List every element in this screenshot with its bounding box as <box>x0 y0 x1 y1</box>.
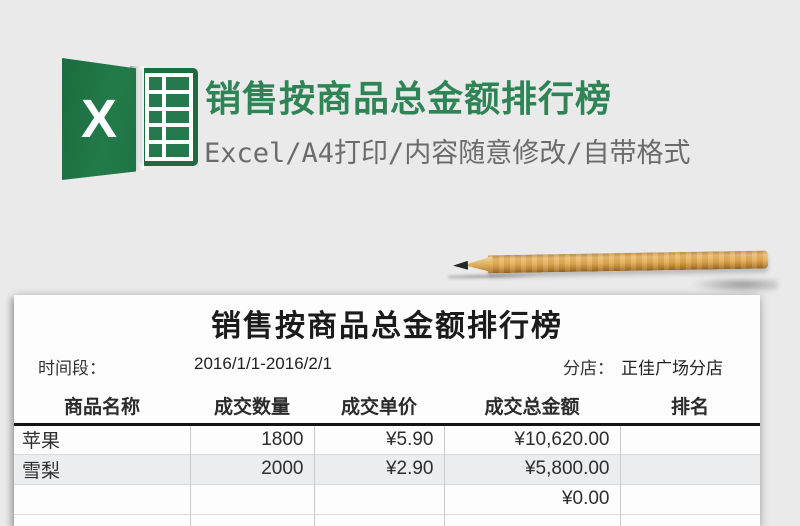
excel-logo-icon: X <box>62 56 202 182</box>
pencil-shadow <box>690 279 778 293</box>
cell-total: ¥0.00 <box>443 483 620 514</box>
pencil-image <box>448 247 769 281</box>
spreadsheet-preview: 销售按商品总金额排行榜 时间段： 2016/1/1-2016/2/1 分店： 正佳… <box>14 295 760 526</box>
sheet-meta-row: 时间段： 2016/1/1-2016/2/1 分店： 正佳广场分店 <box>14 354 760 379</box>
header-quantity: 成交数量 <box>190 388 314 426</box>
sheet-title: 销售按商品总金额排行榜 <box>211 310 563 343</box>
cell-rank <box>619 483 760 514</box>
period-label: 时间段： <box>38 359 106 378</box>
cell-quantity: 1800 <box>189 424 314 454</box>
cell-unit-price <box>313 483 444 514</box>
header-product: 商品名称 <box>14 388 190 426</box>
excel-x-pane: X <box>62 58 136 180</box>
cell-unit-price: ¥5.90 <box>313 424 444 454</box>
table-row: 苹果 1800 ¥5.90 ¥10,620.00 <box>14 424 760 454</box>
cell-rank <box>619 513 760 526</box>
cell-total <box>443 513 620 526</box>
cell-total: ¥5,800.00 <box>443 453 620 484</box>
banner-title: 销售按商品总金额排行榜 <box>205 78 613 119</box>
cell-product: 苹果 <box>22 431 61 452</box>
header-rank: 排名 <box>620 388 760 426</box>
rank-table: 商品名称 成交数量 成交单价 成交总金额 排名 苹果 1800 ¥5.90 ¥1… <box>14 388 760 526</box>
rank-table-wrap: 商品名称 成交数量 成交单价 成交总金额 排名 苹果 1800 ¥5.90 ¥1… <box>14 388 760 526</box>
header-unit-price: 成交单价 <box>314 388 444 426</box>
banner-subtitle: Excel/A4打印/内容随意修改/自带格式 <box>204 138 691 169</box>
store-value: 正佳广场分店 <box>621 359 723 378</box>
cell-rank <box>619 453 760 484</box>
pencil-body <box>487 250 769 274</box>
cell-product: 雪梨 <box>14 453 190 484</box>
cell-total: ¥10,620.00 <box>443 424 620 454</box>
spreadsheet-grid-icon <box>140 68 198 166</box>
cell-unit-price: ¥2.90 <box>313 453 444 484</box>
pencil-graphite-tip <box>453 261 468 270</box>
cell-product <box>14 483 190 514</box>
table-row: 雪梨 2000 ¥2.90 ¥5,800.00 <box>14 453 760 484</box>
cell-quantity <box>189 513 314 526</box>
table-row <box>14 513 760 526</box>
cell-product <box>14 513 190 526</box>
pencil-wood-cone <box>464 256 492 272</box>
table-header-row: 商品名称 成交数量 成交单价 成交总金额 排名 <box>14 388 760 426</box>
cell-quantity: 2000 <box>189 453 314 484</box>
table-row: ¥0.00 <box>14 483 760 514</box>
header-total: 成交总金额 <box>444 388 620 426</box>
store-field: 分店： 正佳广场分店 <box>563 354 723 379</box>
pencil-tip-shadow <box>448 272 549 281</box>
excel-x-letter: X <box>80 89 118 149</box>
period-value: 2016/1/1-2016/2/1 <box>194 354 333 373</box>
cell-rank <box>619 424 760 454</box>
cell-unit-price <box>313 513 444 526</box>
store-label: 分店： <box>563 359 614 378</box>
cell-quantity <box>189 483 314 514</box>
